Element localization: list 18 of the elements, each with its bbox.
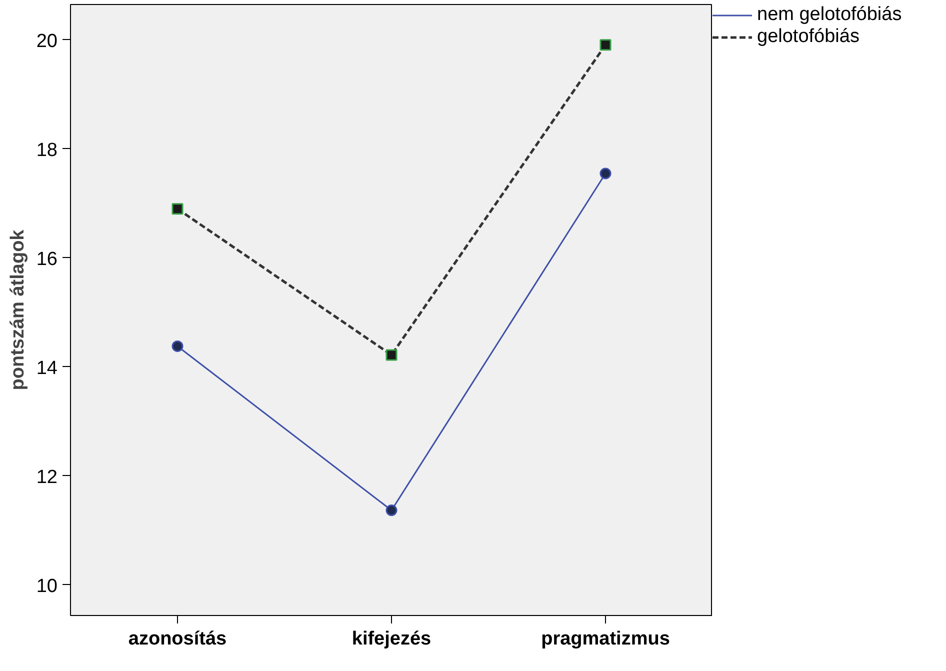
x-tick-label: kifejezés xyxy=(352,628,432,650)
y-tick-label: 18 xyxy=(36,140,58,161)
x-tick-label: pragmatizmus xyxy=(541,628,670,650)
point xyxy=(600,168,612,180)
y-axis-title: pontszám átlagok xyxy=(7,229,28,390)
point xyxy=(386,349,398,361)
y-tick-label: 20 xyxy=(36,30,58,52)
y-tick-label: 10 xyxy=(36,576,58,597)
point xyxy=(600,39,612,51)
x-tick-label: azonosítás xyxy=(128,628,227,650)
y-tick-label: 14 xyxy=(36,358,58,379)
y-tick-label: 16 xyxy=(36,248,58,270)
point xyxy=(172,340,184,352)
y-tick-label: 12 xyxy=(36,466,58,488)
legend-label: nem gelotofóbiás xyxy=(757,4,902,26)
point xyxy=(386,504,398,516)
point xyxy=(172,203,184,215)
legend-label: gelotofóbiás xyxy=(757,26,860,48)
